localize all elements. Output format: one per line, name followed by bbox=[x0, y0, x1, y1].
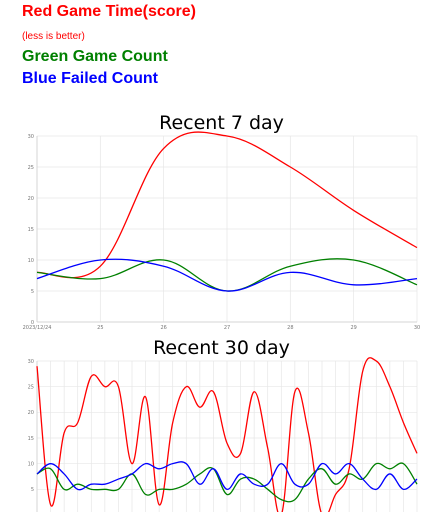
x-tick-label: 2023/12/24 bbox=[23, 325, 52, 330]
y-tick-label: 25 bbox=[28, 384, 34, 390]
legend-green-label: Green Game Count bbox=[22, 48, 168, 65]
y-tick-label: 0 bbox=[31, 320, 34, 326]
series-line bbox=[36, 461, 418, 491]
y-tick-label: 10 bbox=[28, 461, 34, 467]
series-line bbox=[36, 258, 418, 292]
x-tick-label: 30 bbox=[414, 325, 420, 330]
x-tick-label: 25 bbox=[97, 325, 103, 330]
y-tick-label: 25 bbox=[28, 165, 34, 171]
chart-title-7-day: Recent 7 day bbox=[159, 112, 284, 134]
y-tick-label: 5 bbox=[31, 289, 34, 295]
series-line bbox=[36, 462, 418, 503]
series-line bbox=[36, 131, 418, 279]
y-tick-label: 5 bbox=[31, 487, 34, 493]
x-tick-label: 29 bbox=[350, 325, 356, 330]
series-line bbox=[36, 357, 418, 512]
chart-title-30-day: Recent 30 day bbox=[153, 337, 290, 359]
legend-red-label: Red Game Time(score) bbox=[22, 3, 196, 20]
y-tick-label: 30 bbox=[28, 134, 34, 140]
x-tick-label: 28 bbox=[287, 325, 293, 330]
chart-7-day: 0 5 10 15 20 25 30 2023/12/24 25 26 27 28 29 30 bbox=[23, 131, 420, 330]
y-tick-label: 30 bbox=[28, 359, 34, 365]
x-tick-label: 26 bbox=[160, 325, 166, 330]
legend-red-note: (less is better) bbox=[22, 31, 85, 42]
y-tick-label: 15 bbox=[28, 436, 34, 442]
y-tick-label: 10 bbox=[28, 258, 34, 264]
legend-blue-label: Blue Failed Count bbox=[22, 70, 158, 87]
x-tick-label: 27 bbox=[224, 325, 230, 330]
y-tick-label: 20 bbox=[28, 410, 34, 416]
y-tick-label: 20 bbox=[28, 196, 34, 202]
y-tick-label: 15 bbox=[28, 227, 34, 233]
